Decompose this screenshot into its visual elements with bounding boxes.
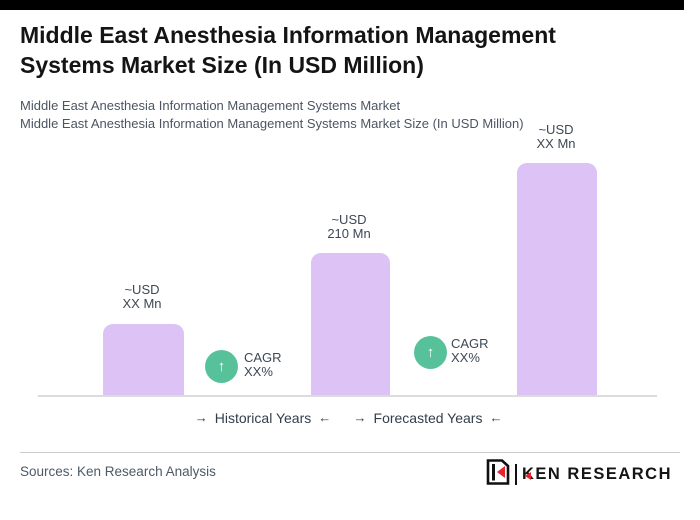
cagr-label-2: CAGR XX% — [451, 336, 489, 365]
subtitle-line-1: Middle East Anesthesia Information Manag… — [20, 98, 401, 113]
axis-group-forecasted-label: Forecasted Years — [373, 410, 483, 426]
up-arrow-icon: ↑ — [426, 344, 435, 361]
bar-historical — [103, 324, 184, 396]
page-title: Middle East Anesthesia Information Manag… — [20, 20, 680, 80]
cagr-badge-2: ↑ — [414, 336, 447, 369]
axis-group-forecasted: → Forecasted Years ← — [318, 409, 538, 427]
logo-emblem-icon — [486, 459, 510, 490]
top-accent-bar — [0, 0, 684, 10]
logo-red-arrow-icon — [525, 472, 531, 480]
arrow-right-icon: → — [194, 410, 208, 425]
arrow-left-icon: ← — [318, 410, 332, 425]
chart-baseline — [38, 395, 657, 397]
bar-base-year — [311, 253, 390, 396]
bar-value-label-forecast: ~USD XX Mn — [536, 122, 576, 151]
bar-value-label-base: ~USD 210 Mn — [327, 212, 371, 241]
sources-text: Sources: Ken Research Analysis — [20, 464, 216, 479]
arrow-left-icon: ← — [489, 410, 503, 425]
page-title-line-1: Middle East Anesthesia Information Manag… — [20, 22, 556, 48]
subtitle-line-2: Middle East Anesthesia Information Manag… — [20, 116, 524, 131]
logo-wordmark: KEN RESEARCH — [522, 465, 673, 483]
logo-separator — [515, 464, 517, 485]
bar-value-label-historical: ~USD XX Mn — [122, 282, 162, 311]
ken-research-logo: KEN RESEARCH — [486, 459, 672, 490]
arrow-right-icon: → — [353, 410, 367, 425]
cagr-label-1: CAGR XX% — [244, 350, 282, 379]
axis-group-historical: → Historical Years ← — [153, 409, 373, 427]
footer-divider — [20, 452, 680, 453]
page-subtitle: Middle East Anesthesia Information Manag… — [20, 97, 680, 133]
axis-group-historical-label: Historical Years — [214, 410, 312, 426]
page-title-line-2: Systems Market Size (In USD Million) — [20, 52, 424, 78]
up-arrow-icon: ↑ — [217, 358, 226, 375]
cagr-badge-1: ↑ — [205, 350, 238, 383]
bar-forecast — [517, 163, 597, 396]
